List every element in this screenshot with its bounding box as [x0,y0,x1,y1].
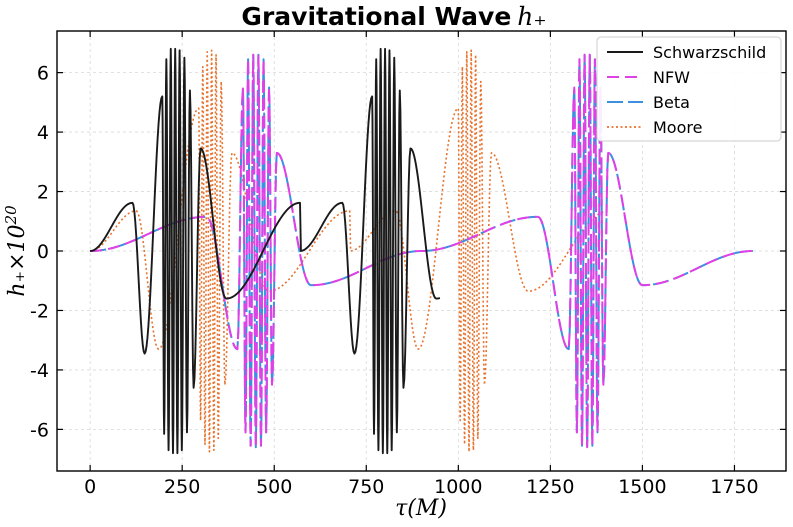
series-line-schwarzschild [90,47,441,455]
x-tick-label: 500 [256,476,292,498]
ticks: 0 250 500 750 1000 1250 1500 1750 6 4 2 0 -2 -4 -6 [30,31,786,498]
legend: Schwarzschild NFW Beta Moore [596,36,782,142]
x-tick-label: 0 [84,476,96,498]
x-tick-label: 250 [164,476,200,498]
y-tick-label: 2 [37,182,49,204]
y-tick-label: -2 [30,300,49,322]
x-tick-label: 1000 [434,476,482,498]
y-tick-label: -6 [30,419,49,441]
x-tick-label: 1750 [710,476,758,498]
y-tick-label: 0 [37,241,49,263]
x-tick-label: 1250 [526,476,574,498]
y-tick-label: 6 [37,63,49,85]
legend-frame [596,36,782,142]
x-axis-label: τ(M) [395,496,447,521]
series-layer [90,47,753,455]
legend-label: NFW [653,68,690,87]
x-tick-label: 750 [348,476,384,498]
x-tick-label: 1500 [618,476,666,498]
chart-title: Gravitational Wave h₊ [241,2,546,31]
legend-label: Schwarzschild [653,43,766,62]
legend-label: Beta [653,93,690,112]
y-axis-label: h₊×1020 [2,205,30,297]
y-tick-label: 4 [37,122,49,144]
legend-label: Moore [653,118,702,137]
series-line-nfw [90,53,753,449]
y-tick-label: -4 [30,360,49,382]
